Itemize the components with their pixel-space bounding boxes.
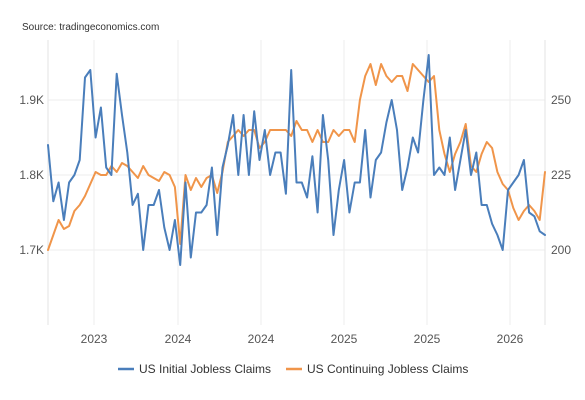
y-axis-left: 1.7K 1.8K 1.9K bbox=[19, 93, 44, 257]
chart-grid bbox=[47, 40, 546, 325]
x-tick-label: 2025 bbox=[414, 332, 441, 346]
series-line-initial-claims bbox=[47, 54, 546, 266]
x-tick-label: 2024 bbox=[248, 332, 275, 346]
x-tick-label: 2026 bbox=[497, 332, 524, 346]
x-axis: 2023 2024 2024 2025 2025 2026 bbox=[81, 332, 524, 346]
series-line-continuing-claims bbox=[47, 63, 546, 251]
series-lines bbox=[47, 54, 546, 266]
y-left-tick-label: 1.9K bbox=[19, 93, 44, 107]
chart-source: Source: tradingeconomics.com bbox=[22, 22, 159, 33]
x-tick-label: 2024 bbox=[165, 332, 192, 346]
x-tick-label: 2023 bbox=[81, 332, 108, 346]
x-tick-label: 2025 bbox=[331, 332, 358, 346]
y-axis-right: 200 225 250 bbox=[551, 93, 571, 257]
y-right-tick-label: 250 bbox=[551, 93, 571, 107]
y-left-tick-label: 1.8K bbox=[19, 168, 44, 182]
legend-label: US Continuing Jobless Claims bbox=[307, 362, 468, 376]
y-left-tick-label: 1.7K bbox=[19, 243, 44, 257]
y-right-tick-label: 200 bbox=[551, 243, 571, 257]
legend-label: US Initial Jobless Claims bbox=[139, 362, 271, 376]
legend: US Initial Jobless Claims US Continuing J… bbox=[118, 362, 468, 376]
y-right-tick-label: 225 bbox=[551, 168, 571, 182]
